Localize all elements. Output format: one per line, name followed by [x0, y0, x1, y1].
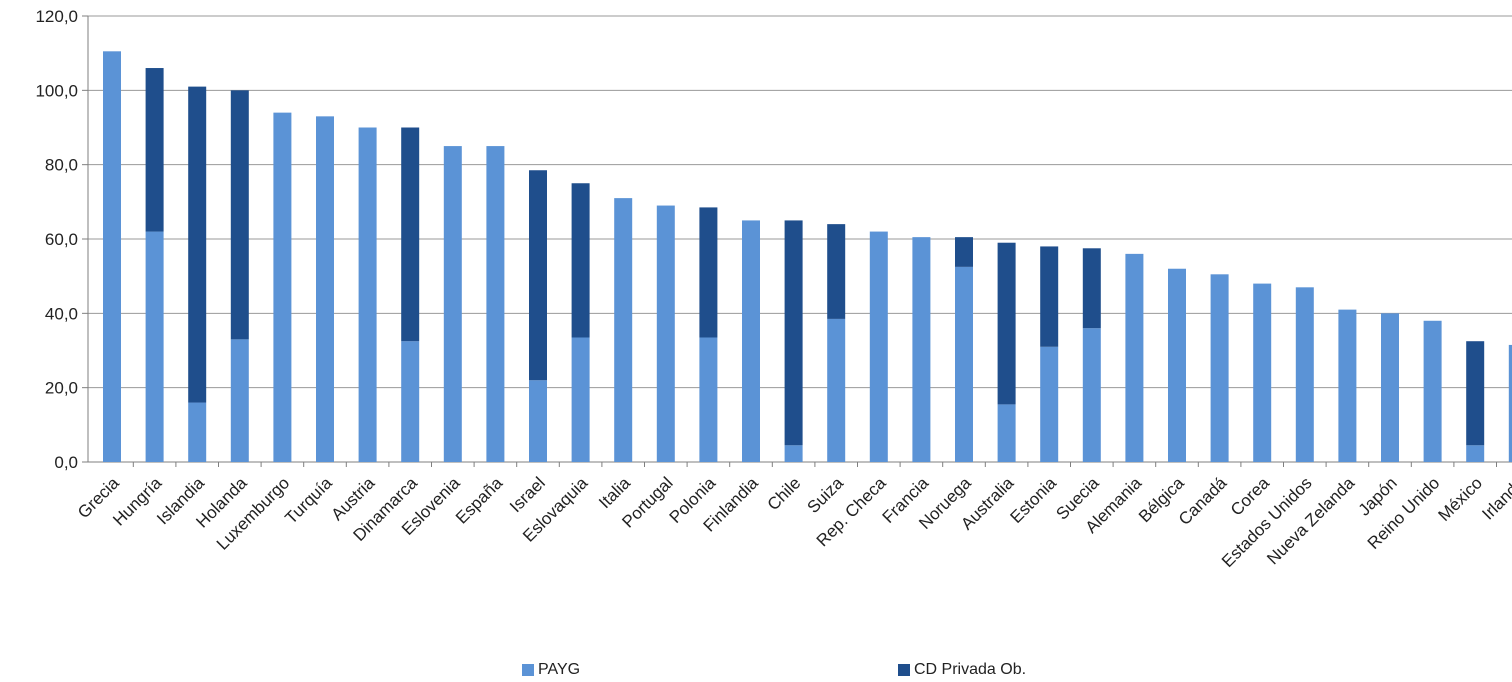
bar-payg — [273, 112, 292, 462]
y-tick-label: 60,0 — [45, 230, 78, 249]
bar-payg — [103, 51, 121, 462]
bar-cd-privada — [571, 183, 590, 338]
bar-payg — [571, 337, 590, 462]
x-category-label: Turquía — [281, 473, 336, 528]
bar-cd-privada — [188, 86, 207, 403]
y-axis-tick-labels: 0,0 20,0 40,0 60,0 80,0 100,0 120,0 — [35, 7, 78, 472]
y-tick-label: 0,0 — [54, 453, 78, 472]
bar-cd-privada — [827, 224, 846, 319]
bar-payg — [230, 339, 249, 462]
bar-payg — [742, 220, 760, 462]
bar-cd-privada — [955, 237, 973, 267]
bar-payg — [656, 205, 675, 463]
legend-item-cd-privada: CD Privada Ob. — [898, 661, 1026, 679]
x-category-label: Canadá — [1175, 473, 1231, 529]
bar-cd-privada — [784, 220, 803, 446]
bar-payg — [1040, 346, 1059, 462]
bar-payg — [1125, 253, 1144, 462]
bar-payg — [401, 341, 420, 462]
y-tick-label: 100,0 — [35, 81, 78, 100]
bar-cd-privada — [145, 68, 164, 232]
bar-payg — [912, 237, 931, 462]
legend-swatch-cd-privada — [898, 664, 910, 676]
bar-cd-privada — [1466, 341, 1485, 446]
bar-cd-privada — [529, 170, 547, 381]
bar-payg — [997, 404, 1016, 462]
x-category-label: Irlanda — [1478, 473, 1512, 524]
bar-cd-privada — [230, 90, 249, 340]
legend-label-payg: PAYG — [538, 661, 581, 678]
bar-payg — [1253, 283, 1272, 462]
y-tick-label: 120,0 — [35, 7, 78, 26]
bar-payg — [1423, 320, 1442, 462]
x-axis-category-labels: GreciaHungríaIslandiaHolandaLuxemburgoTu… — [74, 473, 1512, 571]
legend-item-payg: PAYG — [522, 661, 580, 679]
bar-payg — [1508, 344, 1512, 462]
y-tick-label: 20,0 — [45, 379, 78, 398]
bar-payg — [486, 146, 505, 463]
x-category-label: España — [452, 473, 507, 528]
y-tick-label: 40,0 — [45, 304, 78, 323]
bar-payg — [869, 231, 888, 462]
bar-cd-privada — [1082, 248, 1101, 329]
bar-payg — [1082, 328, 1101, 462]
bar-payg — [1338, 309, 1357, 462]
bar-payg — [316, 116, 334, 462]
bar-payg — [188, 402, 207, 462]
bar-payg — [1466, 445, 1485, 462]
bar-payg — [1210, 274, 1229, 462]
bar-payg — [529, 380, 547, 462]
bar-cd-privada — [699, 207, 718, 338]
bar-payg — [145, 231, 164, 462]
bar-cd-privada — [1040, 246, 1059, 347]
bar-cd-privada — [401, 127, 420, 342]
x-category-label: Chile — [764, 473, 805, 514]
x-category-label: Estonia — [1006, 473, 1060, 527]
bar-payg — [358, 127, 377, 462]
bar-payg — [1381, 313, 1399, 462]
bar-payg — [1168, 268, 1186, 462]
x-category-label: Italia — [595, 473, 634, 512]
bar-payg — [955, 266, 973, 462]
bar-payg — [443, 146, 462, 463]
bar-cd-privada — [997, 242, 1016, 405]
y-tick-label: 80,0 — [45, 156, 78, 175]
x-category-label: Hungría — [109, 473, 166, 530]
bars — [103, 51, 1512, 463]
bar-payg — [1295, 287, 1314, 462]
bar-payg — [699, 337, 718, 462]
legend-label-cd-privada: CD Privada Ob. — [914, 661, 1027, 678]
bar-payg — [614, 198, 633, 462]
legend-swatch-payg — [522, 664, 534, 676]
bar-payg — [827, 318, 846, 462]
bar-payg — [784, 445, 803, 462]
x-category-label: México — [1435, 473, 1487, 525]
